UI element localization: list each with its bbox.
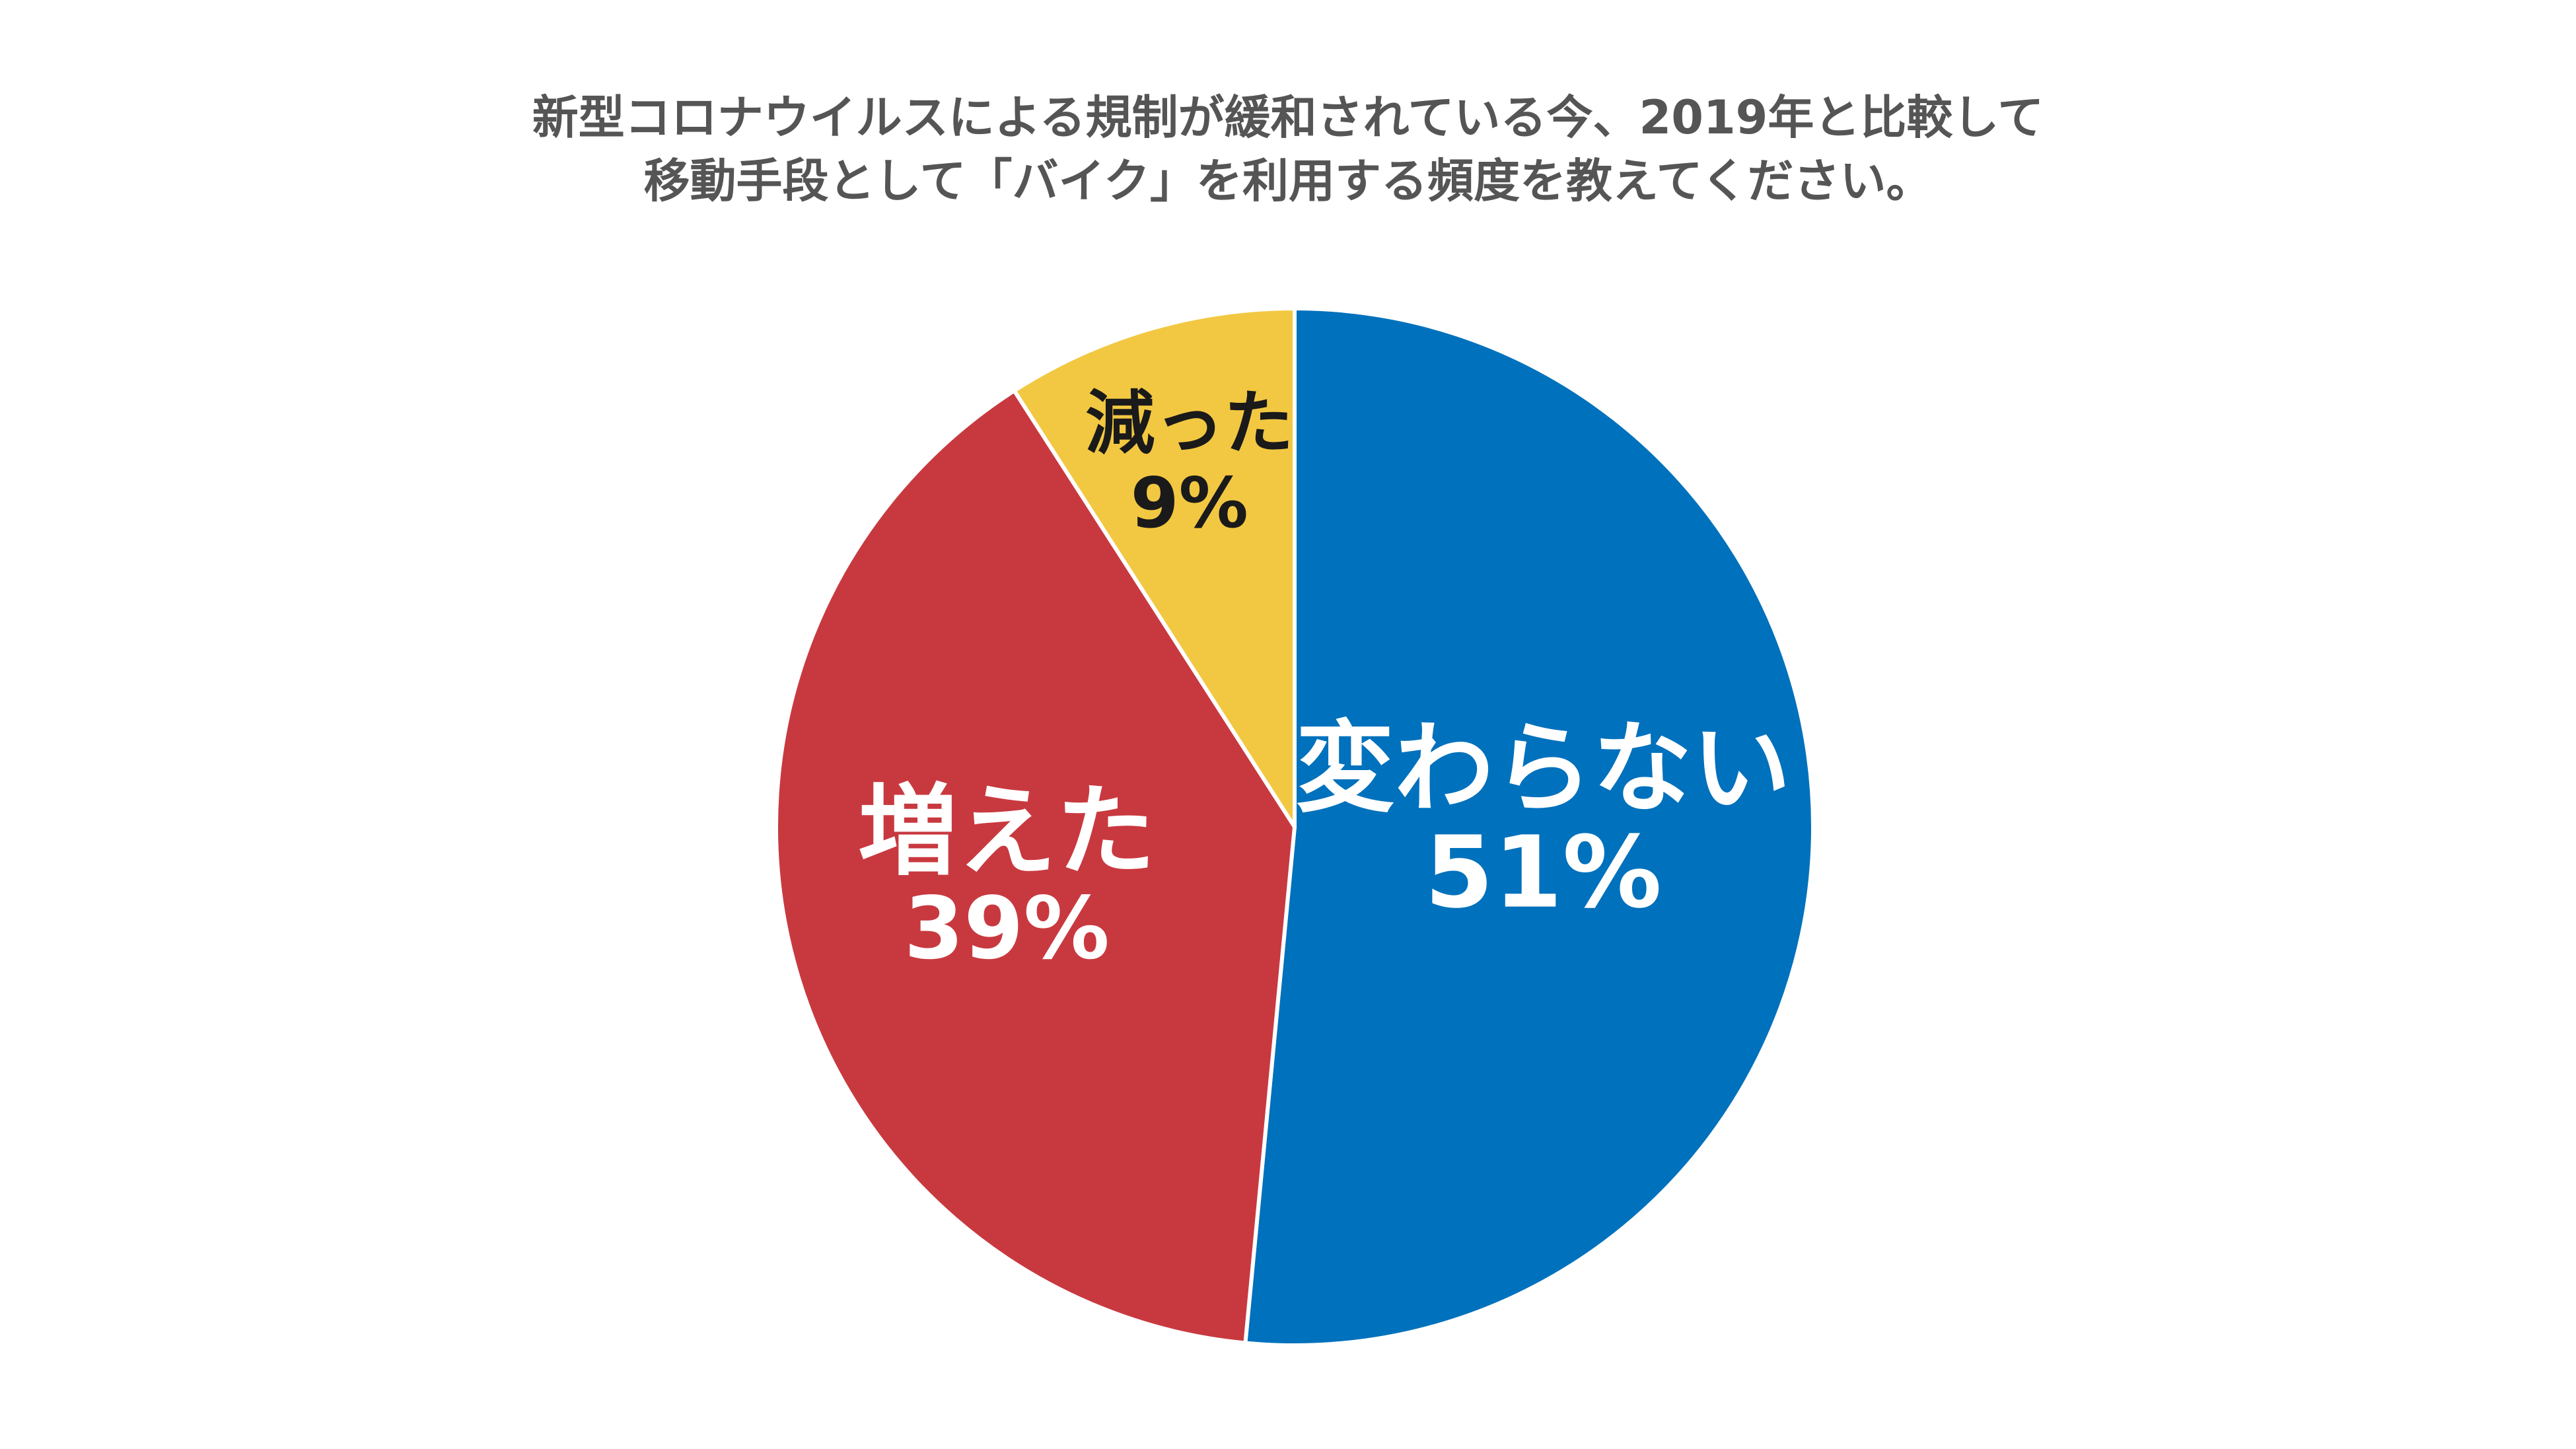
chart-title: 新型コロナウイルスによる規制が緩和されている今、2019年と比較して 移動手段と… <box>0 86 2576 213</box>
slice-value-label-3: 9% <box>1131 463 1248 544</box>
pie-slices <box>773 306 1815 1347</box>
slice-value-label-1: 51% <box>1425 816 1662 931</box>
chart-title-line-2: 移動手段として「バイク」を利用する頻度を教えてください。 <box>643 154 1933 208</box>
chart-title-line-1: 新型コロナウイルスによる規制が緩和されている今、2019年と比較して <box>532 90 2044 145</box>
slice-label-2: 増えた <box>858 775 1155 890</box>
pie-slice-3 <box>1012 306 1297 829</box>
slice-label-1: 変わらない <box>1295 711 1791 826</box>
slice-label-3: 減った <box>1085 383 1293 464</box>
slice-value-label-2: 39% <box>904 878 1110 978</box>
pie-slice-1 <box>1243 306 1815 1347</box>
